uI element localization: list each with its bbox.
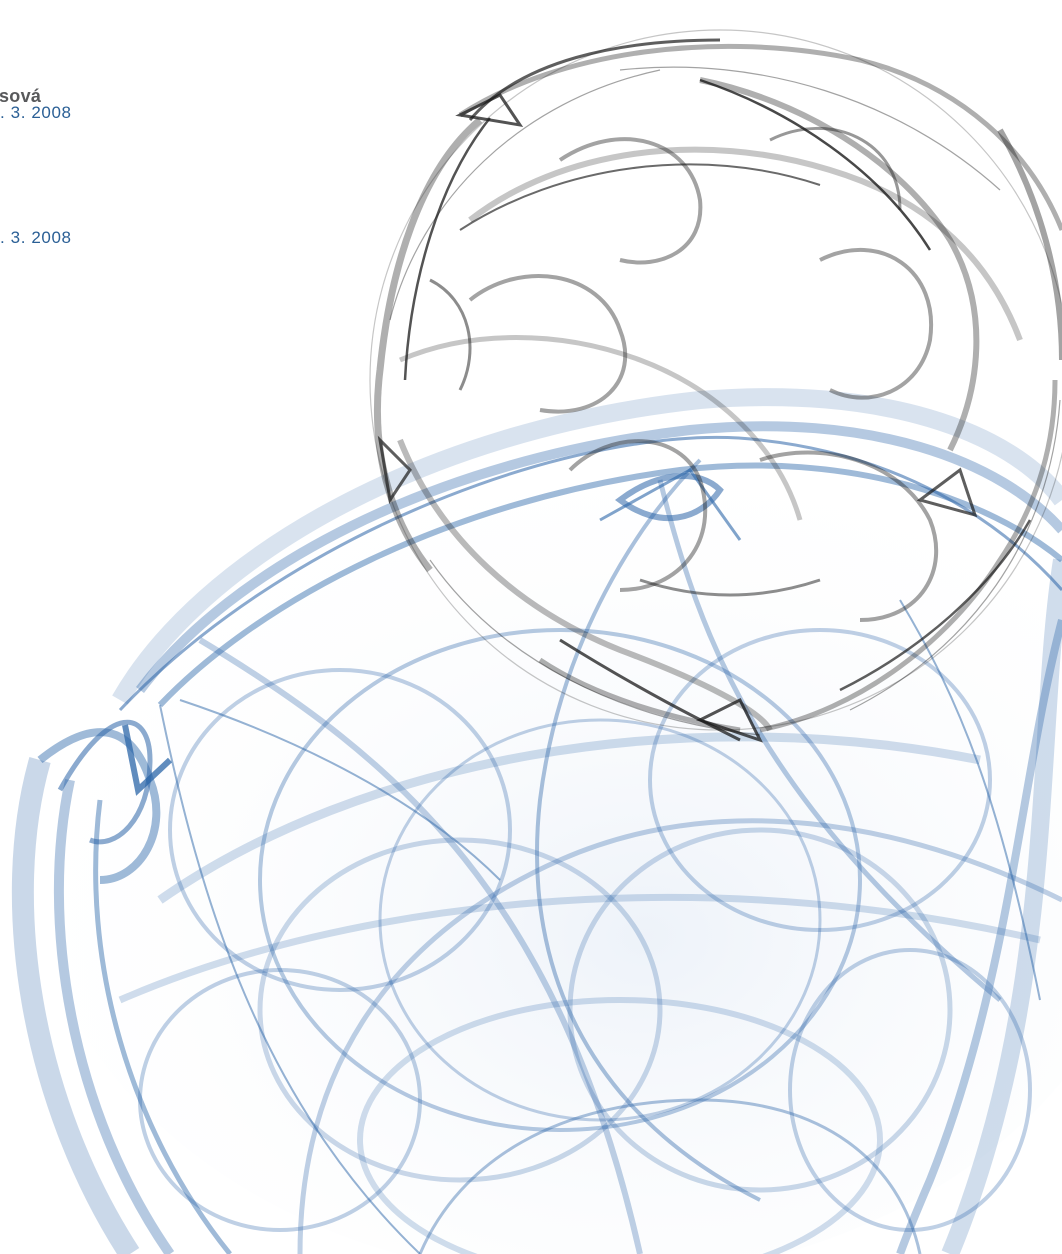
date-fragment-1: . 3. 2008 xyxy=(0,103,72,122)
black-strands xyxy=(369,29,1062,743)
blue-haze xyxy=(30,420,1062,1254)
artist-name-fragment: sová xyxy=(0,86,42,106)
date-fragment-2: . 3. 2008 xyxy=(0,228,72,247)
blue-strands xyxy=(11,388,1062,1254)
